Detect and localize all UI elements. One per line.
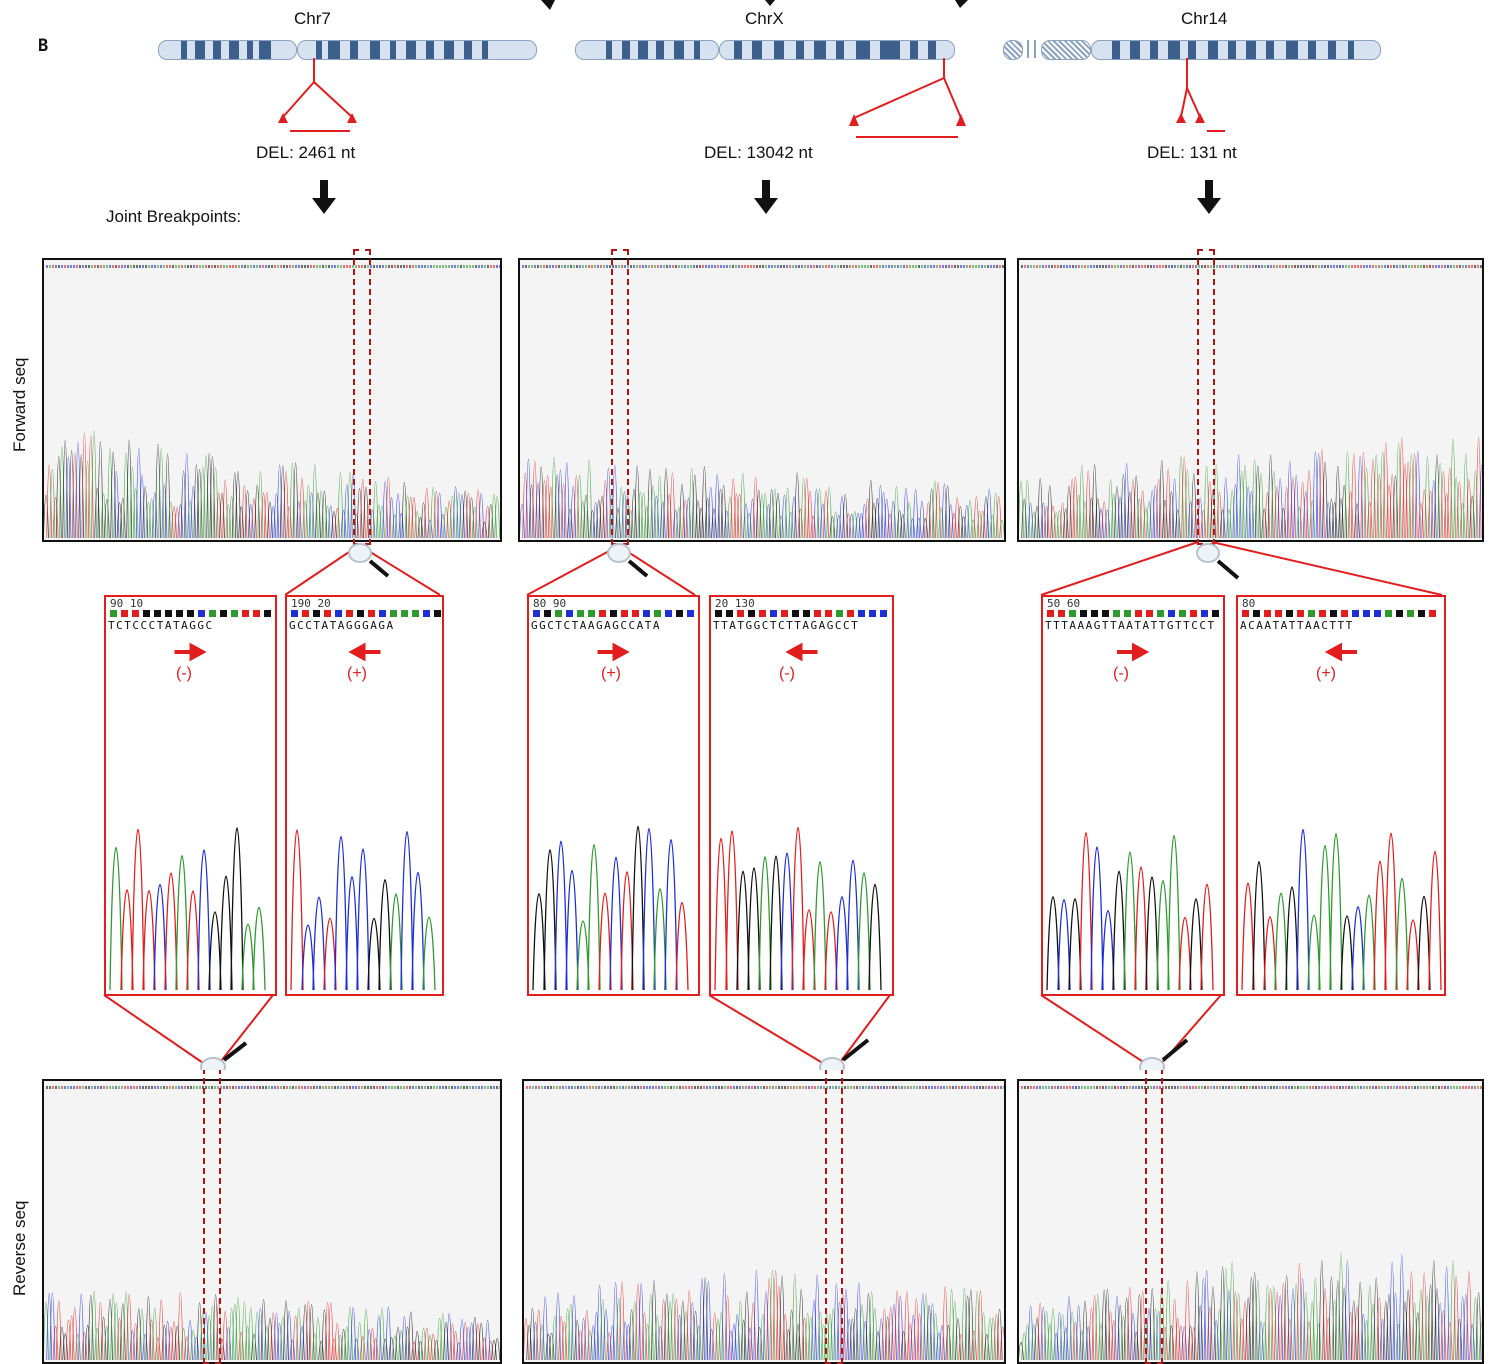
strand-sign: (-) (779, 665, 795, 682)
strand-sign: (+) (347, 665, 367, 682)
chr14-stalk-2 (1034, 40, 1036, 58)
row-label-reverse: Reverse seq (10, 1200, 29, 1296)
zoom-panel-3: 80 90 GGCTCTAAGAGCCATA (+) (527, 595, 700, 996)
deletion-schematics (278, 0, 1225, 214)
breakpoint-box-forward-chr14 (1197, 249, 1215, 545)
chr14-satellite (1003, 40, 1023, 60)
deletion-label-chrx: DEL: 13042 nt (704, 143, 813, 162)
zoom-ruler: 50 60 (1047, 597, 1081, 610)
chr14-stalk (1027, 40, 1029, 58)
joint-breakpoints-label: Joint Breakpoints: (106, 207, 242, 226)
zoom-bases: TTATGGCTCTTAGAGCCT (713, 619, 860, 632)
chr14-q-arm (1091, 40, 1381, 60)
zoom-ruler: 190 20 (291, 597, 331, 610)
breakpoint-box-forward-chrx (611, 249, 629, 545)
strand-sign: (+) (601, 665, 621, 682)
breakpoint-box-forward-chr7 (353, 249, 371, 545)
zoom-ruler: 80 (1242, 597, 1256, 610)
chromatogram-reverse-chrx (522, 1079, 1006, 1364)
chrx-q-arm (719, 40, 955, 60)
chromatogram-forward-chr7 (42, 258, 502, 542)
chromosome-name-chr14: Chr14 (1181, 9, 1228, 28)
zoom-bases: ACAATATTAACTTT (1240, 619, 1354, 632)
zoom-panel-6: 80 ACAATATTAACTTT (+) (1236, 595, 1446, 996)
zoom-bases: GCCTATAGGGAGA (289, 619, 395, 632)
zoom-connectors (103, 541, 1443, 1070)
chromatogram-forward-chr14 (1017, 258, 1484, 542)
chromatogram-forward-chrx (518, 258, 1006, 542)
zoom-ruler: 20 130 (715, 597, 755, 610)
chromatogram-reverse-chr7 (42, 1079, 502, 1364)
zoom-ruler: 90 10 (110, 597, 144, 610)
chromosome-name-chrx: ChrX (745, 9, 784, 28)
breakpoint-box-reverse-chrx (825, 1068, 843, 1364)
deletion-label-chr14: DEL: 131 nt (1147, 143, 1237, 162)
zoom-panel-2: 190 20 GCCTATAGGGAGA (+) (285, 595, 444, 996)
zoom-ruler: 80 90 (533, 597, 567, 610)
chr7-q-arm (297, 40, 537, 60)
zoom-bases: TCTCCCTATAGGC (108, 619, 214, 632)
breakpoint-box-reverse-chr14 (1145, 1068, 1163, 1364)
chr7-p-arm (158, 40, 297, 60)
strand-sign: (-) (1113, 665, 1129, 682)
strand-sign: (-) (176, 665, 192, 682)
zoom-panel-5: 50 60 TTTAAAGTTAATATTGTTCCT (-) (1041, 595, 1225, 996)
zoom-panel-1: 90 10 TCTCCCTATAGGC (-) (104, 595, 277, 996)
chr14-p-arm (1041, 40, 1091, 60)
chrx-p-arm (575, 40, 719, 60)
breakpoint-box-reverse-chr7 (203, 1068, 221, 1364)
chromosome-name-chr7: Chr7 (294, 9, 331, 28)
magnifier-icon (200, 543, 1240, 1070)
panel-label: B (38, 36, 49, 56)
strand-sign: (+) (1316, 665, 1336, 682)
zoom-panel-4: 20 130 TTATGGCTCTTAGAGCCT (-) (709, 595, 894, 996)
zoom-bases: TTTAAAGTTAATATTGTTCCT (1045, 619, 1216, 632)
chromatogram-reverse-chr14 (1017, 1079, 1484, 1364)
row-label-forward: Forward seq (10, 357, 29, 452)
deletion-label-chr7: DEL: 2461 nt (256, 143, 356, 162)
zoom-bases: GGCTCTAAGAGCCATA (531, 619, 661, 632)
